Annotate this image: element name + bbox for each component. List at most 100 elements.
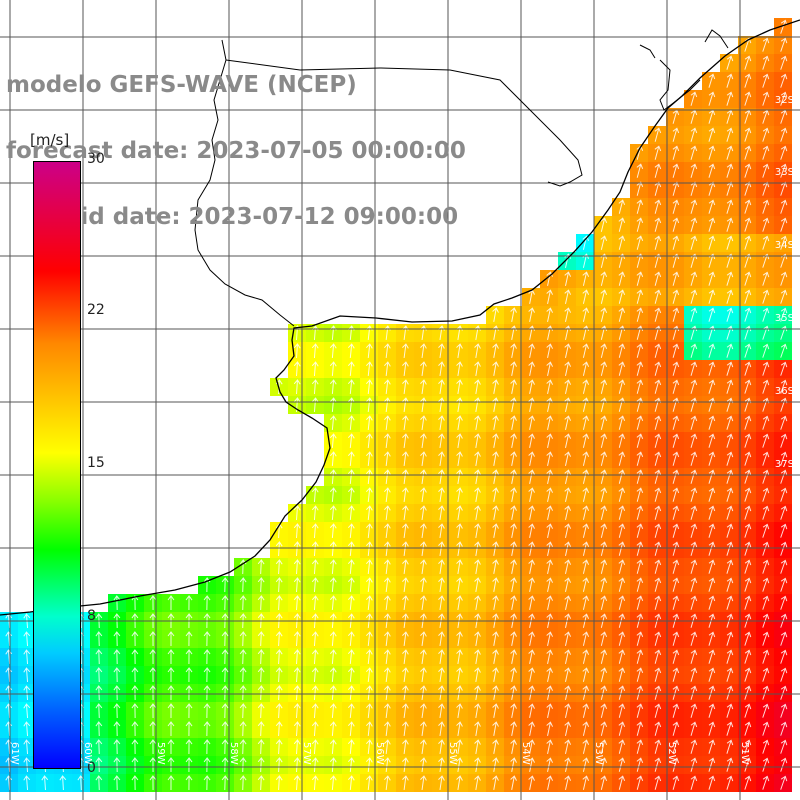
wind-arrow [762, 703, 770, 718]
wind-arrow [347, 343, 355, 359]
wind-arrow [293, 559, 301, 575]
wind-arrow [293, 649, 301, 665]
wind-arrow [726, 235, 734, 250]
wind-arrow [149, 703, 157, 719]
wind-arrow [528, 649, 535, 664]
wind-arrow [384, 343, 391, 359]
wind-arrow [690, 649, 698, 664]
wind-arrow [618, 649, 626, 664]
wind-arrow [546, 451, 554, 466]
wind-arrow [654, 199, 662, 214]
wind-arrow [600, 541, 608, 556]
wind-arrow [293, 379, 301, 395]
wind-arrow [167, 667, 175, 683]
wind-arrow [149, 739, 157, 755]
wind-arrow [744, 235, 752, 250]
wind-arrow [744, 505, 752, 520]
wind-arrow [456, 667, 463, 682]
wind-arrow [654, 271, 662, 286]
wind-arrow [167, 685, 175, 701]
wind-arrow [293, 541, 301, 557]
wind-arrow [600, 469, 608, 484]
wind-arrow [744, 595, 752, 610]
wind-arrow [510, 343, 517, 358]
wind-arrow [672, 757, 680, 772]
wind-arrow [492, 343, 499, 358]
wind-arrow [780, 523, 788, 538]
wind-arrow [546, 721, 554, 736]
wind-arrow [582, 451, 590, 466]
wind-arrow [456, 757, 463, 772]
wind-arrow [762, 91, 770, 106]
wind-arrow [636, 541, 644, 556]
wind-arrow [600, 217, 608, 232]
wind-arrow [510, 757, 517, 772]
wind-arrow [203, 595, 211, 611]
wind-arrow [329, 703, 337, 719]
wind-arrow [402, 541, 409, 557]
wind-arrow [762, 469, 770, 484]
wind-arrow [347, 559, 355, 575]
colorbar-tick-0: 0 [87, 760, 96, 776]
wind-arrow [744, 73, 752, 88]
wind-arrow [744, 55, 752, 70]
wind-arrow [384, 757, 391, 773]
wind-arrow [600, 667, 608, 682]
wind-arrow [600, 595, 608, 610]
wind-arrow [690, 217, 698, 232]
wind-arrow [23, 685, 31, 701]
wind-arrow [329, 541, 337, 557]
wind-arrow [582, 361, 590, 376]
wind-arrow [618, 235, 626, 250]
wind-arrow [402, 775, 409, 791]
wind-arrow [582, 271, 590, 286]
wind-arrow [582, 721, 590, 736]
wind-arrow [726, 91, 734, 106]
wind-arrow [402, 343, 409, 359]
wind-arrow [708, 559, 716, 574]
wind-arrow [744, 361, 752, 376]
wind-arrow [438, 739, 445, 754]
wind-arrow [474, 775, 481, 790]
wind-arrow [347, 361, 355, 377]
wind-arrow [510, 415, 517, 430]
wind-arrow [726, 739, 734, 754]
wind-arrow [492, 559, 499, 574]
title-forecast-date: forecast date: 2023-07-05 00:00:00 [6, 138, 466, 164]
wind-arrow [456, 487, 463, 502]
wind-arrow [384, 541, 391, 557]
wind-arrow [726, 415, 734, 430]
wind-arrow [311, 775, 319, 791]
lon-label-51w: 51W [739, 742, 750, 765]
wind-arrow [744, 379, 752, 394]
wind-arrow [149, 631, 157, 647]
wind-arrow [744, 685, 752, 700]
wind-arrow [672, 145, 680, 160]
wind-arrow [365, 397, 373, 413]
wind-arrow [438, 649, 445, 664]
colorbar-tick-15: 15 [87, 455, 105, 471]
wind-arrow [618, 451, 626, 466]
wind-arrow [780, 235, 788, 250]
wind-arrow [185, 739, 193, 755]
wind-arrow [654, 505, 662, 520]
wind-arrow [365, 595, 373, 611]
lat-label-37s: 37S [774, 459, 794, 470]
wind-arrow [474, 433, 481, 448]
wind-arrow [384, 505, 391, 521]
wind-arrow [365, 343, 373, 359]
wind-arrow [762, 577, 770, 592]
wind-arrow [438, 415, 445, 430]
wind-arrow [726, 775, 734, 790]
wind-arrow [474, 451, 481, 466]
wind-arrow [546, 487, 554, 502]
wind-arrow [456, 397, 463, 412]
wind-arrow [456, 649, 463, 664]
title-model: modelo GEFS-WAVE (NCEP) [6, 72, 357, 98]
wind-arrow [582, 397, 590, 412]
wind-arrow [564, 703, 572, 718]
wind-arrow [311, 523, 319, 539]
wind-arrow [582, 631, 590, 646]
wind-arrow [257, 685, 265, 701]
